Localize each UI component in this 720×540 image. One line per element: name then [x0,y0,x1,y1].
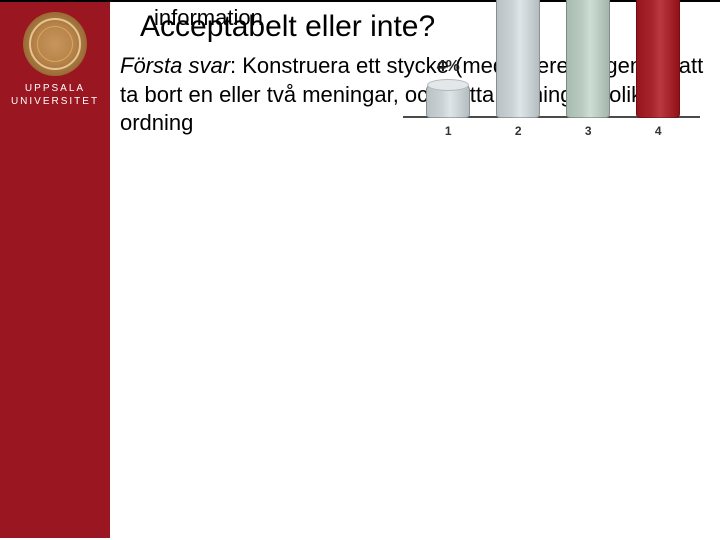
bar-3 [566,0,610,118]
xlabel-1: 1 [426,124,470,138]
bar-body-2 [496,0,540,118]
xlabel-3: 3 [566,124,610,138]
uni-label-1: UPPSALA [11,82,99,95]
bar-body-1 [426,84,470,118]
option-4: Osäker: behöver mer information [154,0,403,32]
bar-body-3 [566,0,610,118]
bar-top-1 [427,79,469,91]
answer-options: AcceptabeltInte acceptabelt; plagiatInte… [120,0,403,150]
bar-4 [636,0,680,118]
value-label-1: 4% [418,58,478,76]
university-name: UPPSALA UNIVERSITET [11,82,99,108]
sidebar-logo-band: UPPSALA UNIVERSITET [0,2,110,538]
uni-label-2: UNIVERSITET [11,95,99,108]
bar-2 [496,0,540,118]
bar-body-4 [636,0,680,118]
bar-chart: 14%237%339%421% [403,0,710,150]
bar-1 [426,84,470,118]
university-seal-icon [23,12,87,76]
xlabel-2: 2 [496,124,540,138]
xlabel-4: 4 [636,124,680,138]
